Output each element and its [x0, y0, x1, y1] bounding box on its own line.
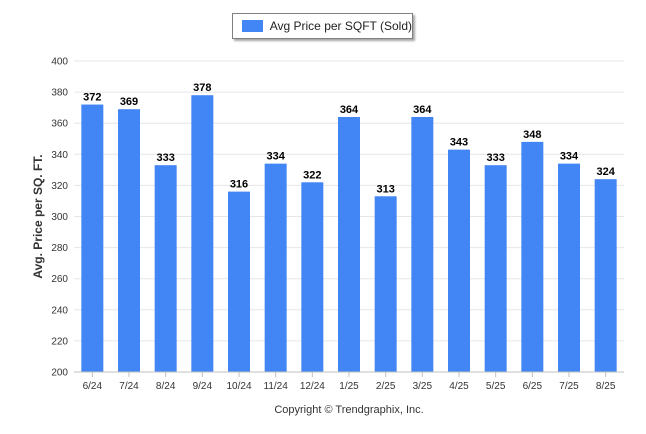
data-label: 343 [450, 137, 468, 149]
x-tick-label: 4/25 [449, 381, 469, 392]
data-label: 378 [193, 82, 211, 94]
x-tick-label: 12/24 [300, 381, 325, 392]
x-tick-label: 6/25 [523, 381, 543, 392]
bar [338, 116, 360, 372]
data-label: 333 [486, 152, 504, 164]
bars [81, 95, 617, 373]
legend-swatch [242, 20, 263, 32]
y-tick-label: 380 [51, 88, 68, 99]
y-tick-label: 280 [51, 243, 68, 254]
x-tick-label: 7/24 [119, 381, 139, 392]
data-label: 313 [376, 183, 394, 195]
x-tick-label: 2/25 [376, 381, 396, 392]
x-tick-label: 5/25 [486, 381, 506, 392]
y-tick-label: 340 [51, 150, 68, 161]
x-tick-label: 11/24 [264, 381, 289, 392]
data-label: 364 [340, 104, 359, 116]
data-label: 364 [413, 104, 432, 116]
data-label: 334 [560, 151, 579, 163]
x-tick-label: 7/25 [559, 381, 579, 392]
bar [521, 141, 544, 372]
y-tick-label: 300 [51, 212, 68, 223]
x-tick-label: 6/24 [83, 381, 103, 392]
bar [264, 163, 287, 372]
chart-legend: Avg Price per SQFT (Sold) [232, 13, 413, 39]
bar [301, 182, 324, 372]
data-label: 324 [596, 166, 615, 178]
y-tick-label: 320 [51, 181, 68, 192]
y-tick-label: 200 [51, 368, 68, 379]
data-label: 316 [230, 179, 248, 191]
x-axis-ticks: 6/24 7/24 8/24 9/24 10/24 11/24 12/24 1/25 2/25 3… [83, 372, 616, 392]
data-label: 369 [120, 96, 138, 108]
x-tick-label: 10/24 [226, 381, 251, 392]
bar [484, 165, 507, 372]
data-label: 334 [266, 151, 285, 163]
x-tick-label: 9/24 [193, 381, 213, 392]
bar [81, 104, 104, 372]
bar [448, 149, 470, 372]
bar [594, 179, 617, 372]
y-tick-label: 260 [51, 274, 68, 285]
bar [411, 116, 434, 372]
bar [374, 196, 397, 372]
bar [118, 109, 140, 372]
legend-label: Avg Price per SQFT (Sold) [269, 19, 412, 33]
x-tick-label: 3/25 [413, 381, 433, 392]
copyright-footer: Copyright © Trendgraphix, Inc. [274, 404, 423, 416]
bar [558, 163, 580, 372]
y-tick-label: 240 [51, 305, 68, 316]
data-label: 322 [303, 169, 321, 181]
y-tick-label: 220 [51, 336, 68, 347]
data-labels: 372 369 333 378 316 334 322 364 313 364 343 333 348 3… [83, 82, 616, 195]
y-tick-label: 360 [51, 119, 68, 130]
bar [154, 165, 177, 372]
x-tick-label: 1/25 [339, 381, 359, 392]
data-label: 348 [523, 129, 541, 141]
x-tick-label: 8/24 [156, 381, 176, 392]
y-axis-title: Avg. Price per SQ. FT. [31, 154, 45, 278]
x-tick-label: 8/25 [596, 381, 616, 392]
data-label: 333 [156, 152, 174, 164]
y-axis-ticks: 200 220 240 260 280 300 320 340 360 380 400 [51, 57, 68, 379]
bar [191, 95, 214, 373]
y-tick-label: 400 [51, 57, 68, 68]
data-label: 372 [83, 92, 101, 104]
bar [228, 191, 250, 372]
